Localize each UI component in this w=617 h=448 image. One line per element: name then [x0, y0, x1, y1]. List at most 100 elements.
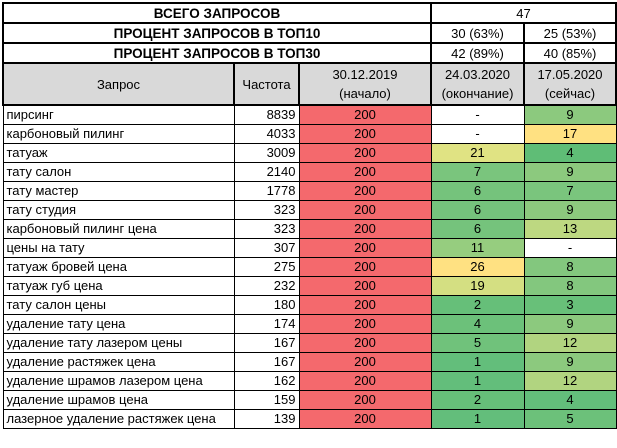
position-end-cell: 4 [430, 313, 525, 334]
position-end-cell: 6 [430, 218, 525, 239]
position-start-cell: 200 [298, 294, 432, 315]
table-row: татуаж бровей цена 275 200 26 8 [2, 256, 617, 277]
table-row: татуаж губ цена 232 200 19 8 [2, 275, 617, 296]
query-cell: тату салон цены [2, 294, 235, 315]
seo-positions-table: ВСЕГО ЗАПРОСОВ 47 ПРОЦЕНТ ЗАПРОСОВ В ТОП… [2, 2, 617, 429]
frequency-cell: 174 [233, 313, 300, 334]
now-date-note: (сейчас) [544, 86, 596, 101]
frequency-cell: 3009 [233, 142, 300, 163]
position-start-cell: 200 [298, 275, 432, 296]
position-end-cell: - [430, 123, 525, 144]
position-now-cell: 8 [523, 256, 617, 277]
query-cell: удаление тату лазером цены [2, 332, 235, 353]
position-end-cell: 26 [430, 256, 525, 277]
position-start-cell: 200 [298, 332, 432, 353]
position-now-cell: 12 [523, 370, 617, 391]
end-date: 24.03.2020 [444, 67, 511, 82]
position-end-cell: 6 [430, 180, 525, 201]
position-now-cell: 9 [523, 313, 617, 334]
query-cell: татуаж губ цена [2, 275, 235, 296]
position-start-cell: 200 [298, 180, 432, 201]
position-start-cell: 200 [298, 370, 432, 391]
table-row: удаление шрамов цена 159 200 2 4 [2, 389, 617, 410]
table-row: карбоновый пилинг цена 323 200 6 13 [2, 218, 617, 239]
frequency-cell: 159 [233, 389, 300, 410]
frequency-cell: 4033 [233, 123, 300, 144]
summary-row-total: ВСЕГО ЗАПРОСОВ 47 [2, 2, 617, 24]
total-queries-label: ВСЕГО ЗАПРОСОВ [2, 2, 432, 24]
position-start-cell: 200 [298, 408, 432, 429]
table-row: тату мастер 1778 200 6 7 [2, 180, 617, 201]
frequency-cell: 232 [233, 275, 300, 296]
query-cell: карбоновый пилинг [2, 123, 235, 144]
summary-row-top10: ПРОЦЕНТ ЗАПРОСОВ В ТОП10 30 (63%) 25 (53… [2, 22, 617, 44]
position-start-cell: 200 [298, 199, 432, 220]
query-cell: тату салон [2, 161, 235, 182]
start-date: 30.12.2019 [332, 67, 398, 82]
query-cell: цены на тату [2, 237, 235, 258]
position-start-cell: 200 [298, 104, 432, 125]
position-start-cell: 200 [298, 142, 432, 163]
table-row: цены на тату 307 200 11- [2, 237, 617, 258]
top30-percent-end-value: 42 (89%) [430, 42, 525, 64]
query-cell: тату студия [2, 199, 235, 220]
position-now-cell: 9 [523, 161, 617, 182]
position-now-cell: 9 [523, 199, 617, 220]
now-date: 17.05.2020 [537, 67, 603, 82]
position-start-cell: 200 [298, 389, 432, 410]
table-row: лазерное удаление растяжек цена 139 200 1 5 [2, 408, 617, 429]
column-header-start-date: 30.12.2019 (начало) [298, 62, 432, 106]
position-start-cell: 200 [298, 161, 432, 182]
position-now-cell: 3 [523, 294, 617, 315]
frequency-cell: 1778 [233, 180, 300, 201]
query-cell: удаление шрамов лазером цена [2, 370, 235, 391]
column-header-frequency: Частота [233, 62, 300, 106]
table-row: тату студия 323 200 6 9 [2, 199, 617, 220]
query-cell: татуаж [2, 142, 235, 163]
column-header-query: Запрос [2, 62, 235, 106]
frequency-cell: 307 [233, 237, 300, 258]
frequency-cell: 180 [233, 294, 300, 315]
frequency-cell: 2140 [233, 161, 300, 182]
table-row: пирсинг 8839 200-9 [2, 104, 617, 125]
position-start-cell: 200 [298, 256, 432, 277]
start-date-note: (начало) [339, 86, 391, 101]
table-body: пирсинг 8839 200-9 карбоновый пилинг 4033 200… [2, 104, 617, 429]
query-cell: лазерное удаление растяжек цена [2, 408, 235, 429]
table-row: карбоновый пилинг 4033 200-17 [2, 123, 617, 144]
position-now-cell: 9 [523, 104, 617, 125]
position-end-cell: 6 [430, 199, 525, 220]
position-start-cell: 200 [298, 237, 432, 258]
frequency-cell: 323 [233, 199, 300, 220]
table-row: удаление тату лазером цены 167 200 5 12 [2, 332, 617, 353]
frequency-cell: 139 [233, 408, 300, 429]
column-header-end-date: 24.03.2020 (окончание) [430, 62, 525, 106]
top30-percent-now-value: 40 (85%) [523, 42, 617, 64]
position-end-cell: - [430, 104, 525, 125]
frequency-cell: 167 [233, 332, 300, 353]
query-cell: удаление шрамов цена [2, 389, 235, 410]
position-end-cell: 2 [430, 294, 525, 315]
position-now-cell: 9 [523, 351, 617, 372]
position-now-cell: 4 [523, 389, 617, 410]
query-cell: удаление тату цена [2, 313, 235, 334]
position-end-cell: 7 [430, 161, 525, 182]
position-end-cell: 19 [430, 275, 525, 296]
total-queries-value: 47 [430, 2, 617, 24]
position-end-cell: 11 [430, 237, 525, 258]
table-row: удаление тату цена 174 200 4 9 [2, 313, 617, 334]
position-end-cell: 1 [430, 370, 525, 391]
position-start-cell: 200 [298, 351, 432, 372]
frequency-cell: 8839 [233, 104, 300, 125]
query-cell: татуаж бровей цена [2, 256, 235, 277]
query-cell: удаление растяжек цена [2, 351, 235, 372]
frequency-cell: 275 [233, 256, 300, 277]
column-header-now-date: 17.05.2020 (сейчас) [523, 62, 617, 106]
position-now-cell: 17 [523, 123, 617, 144]
query-cell: тату мастер [2, 180, 235, 201]
position-now-cell: - [523, 237, 617, 258]
top10-percent-end-value: 30 (63%) [430, 22, 525, 44]
position-end-cell: 5 [430, 332, 525, 353]
top10-percent-now-value: 25 (53%) [523, 22, 617, 44]
frequency-cell: 167 [233, 351, 300, 372]
